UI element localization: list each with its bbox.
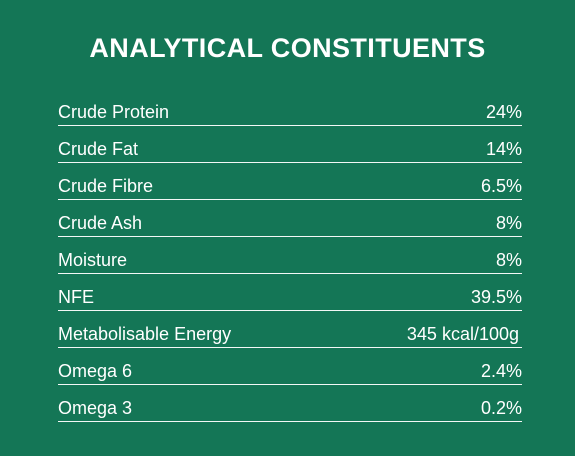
row-value: 6.5%	[480, 176, 522, 196]
constituents-table: Crude Protein 24% Crude Fat 14% Crude Fi…	[58, 89, 522, 422]
row-label: Moisture	[58, 250, 128, 270]
row-value: 2.4%	[480, 361, 522, 381]
row-label: Crude Ash	[58, 213, 143, 233]
row-label: Omega 3	[58, 398, 133, 418]
row-label: NFE	[58, 287, 94, 307]
table-row: Crude Fat 14%	[58, 126, 522, 163]
table-row: Crude Fibre 6.5%	[58, 163, 522, 200]
table-row: Crude Protein 24%	[58, 89, 522, 126]
row-value: 14%	[485, 139, 522, 159]
row-value: 39.5%	[470, 287, 522, 307]
row-value: 8%	[495, 213, 522, 233]
table-row: Metabolisable Energy 345 kcal/100g	[58, 311, 522, 348]
row-label: Omega 6	[58, 361, 133, 381]
row-value: 345 kcal/100g	[406, 324, 519, 344]
table-row: Crude Ash 8%	[58, 200, 522, 237]
row-value: 0.2%	[480, 398, 522, 418]
row-label: Crude Fibre	[58, 176, 154, 196]
row-label: Crude Protein	[58, 102, 170, 122]
table-row: Moisture 8%	[58, 237, 522, 274]
row-label: Crude Fat	[58, 139, 139, 159]
page-title: ANALYTICAL CONSTITUENTS	[89, 33, 486, 63]
row-value: 8%	[495, 250, 522, 270]
row-value: 24%	[485, 102, 522, 122]
table-row: Omega 6 2.4%	[58, 348, 522, 385]
table-row: Omega 3 0.2%	[58, 385, 522, 422]
row-label: Metabolisable Energy	[58, 324, 232, 344]
table-row: NFE 39.5%	[58, 274, 522, 311]
